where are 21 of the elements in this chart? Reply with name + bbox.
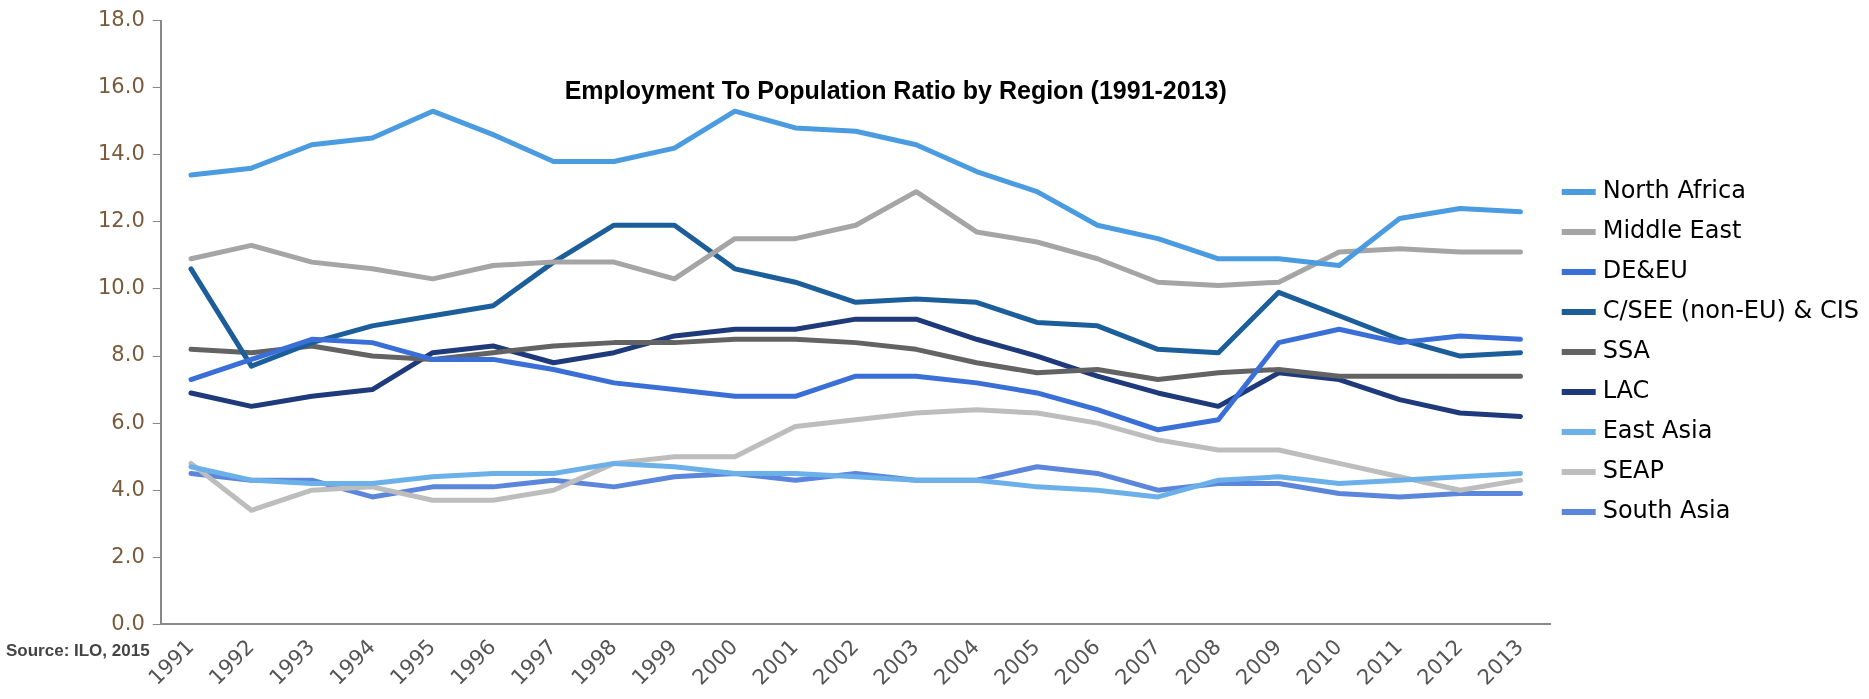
y-tick-label: 8.0	[111, 342, 145, 367]
text: Employment To Population Ratio by Region (1991-2013)	[564, 76, 1227, 105]
legend-label: C/SEE (non-EU) & CIS	[1602, 296, 1860, 325]
legend-label: South Asia	[1602, 496, 1731, 525]
legend-label: Middle East	[1602, 216, 1742, 245]
y-tick-label: 16.0	[97, 74, 145, 99]
legend-label: North Africa	[1602, 176, 1746, 205]
y-tick-label: 18.0	[97, 7, 145, 32]
y-tick-label: 6.0	[111, 409, 145, 434]
y-tick-label: 12.0	[97, 208, 145, 233]
y-tick-label: 10.0	[97, 275, 145, 300]
source-note: Source: ILO, 2015	[6, 641, 150, 661]
y-tick-label: 2.0	[111, 543, 145, 568]
legend-label: SSA	[1602, 336, 1651, 365]
y-tick-label: 0.0	[111, 610, 145, 635]
legend-label: SEAP	[1602, 456, 1664, 485]
legend-label: East Asia	[1602, 416, 1713, 445]
legend-label: DE&EU	[1602, 256, 1688, 285]
y-tick-label: 14.0	[97, 141, 145, 166]
legend-label: LAC	[1602, 376, 1650, 405]
y-tick-label: 4.0	[111, 476, 145, 501]
